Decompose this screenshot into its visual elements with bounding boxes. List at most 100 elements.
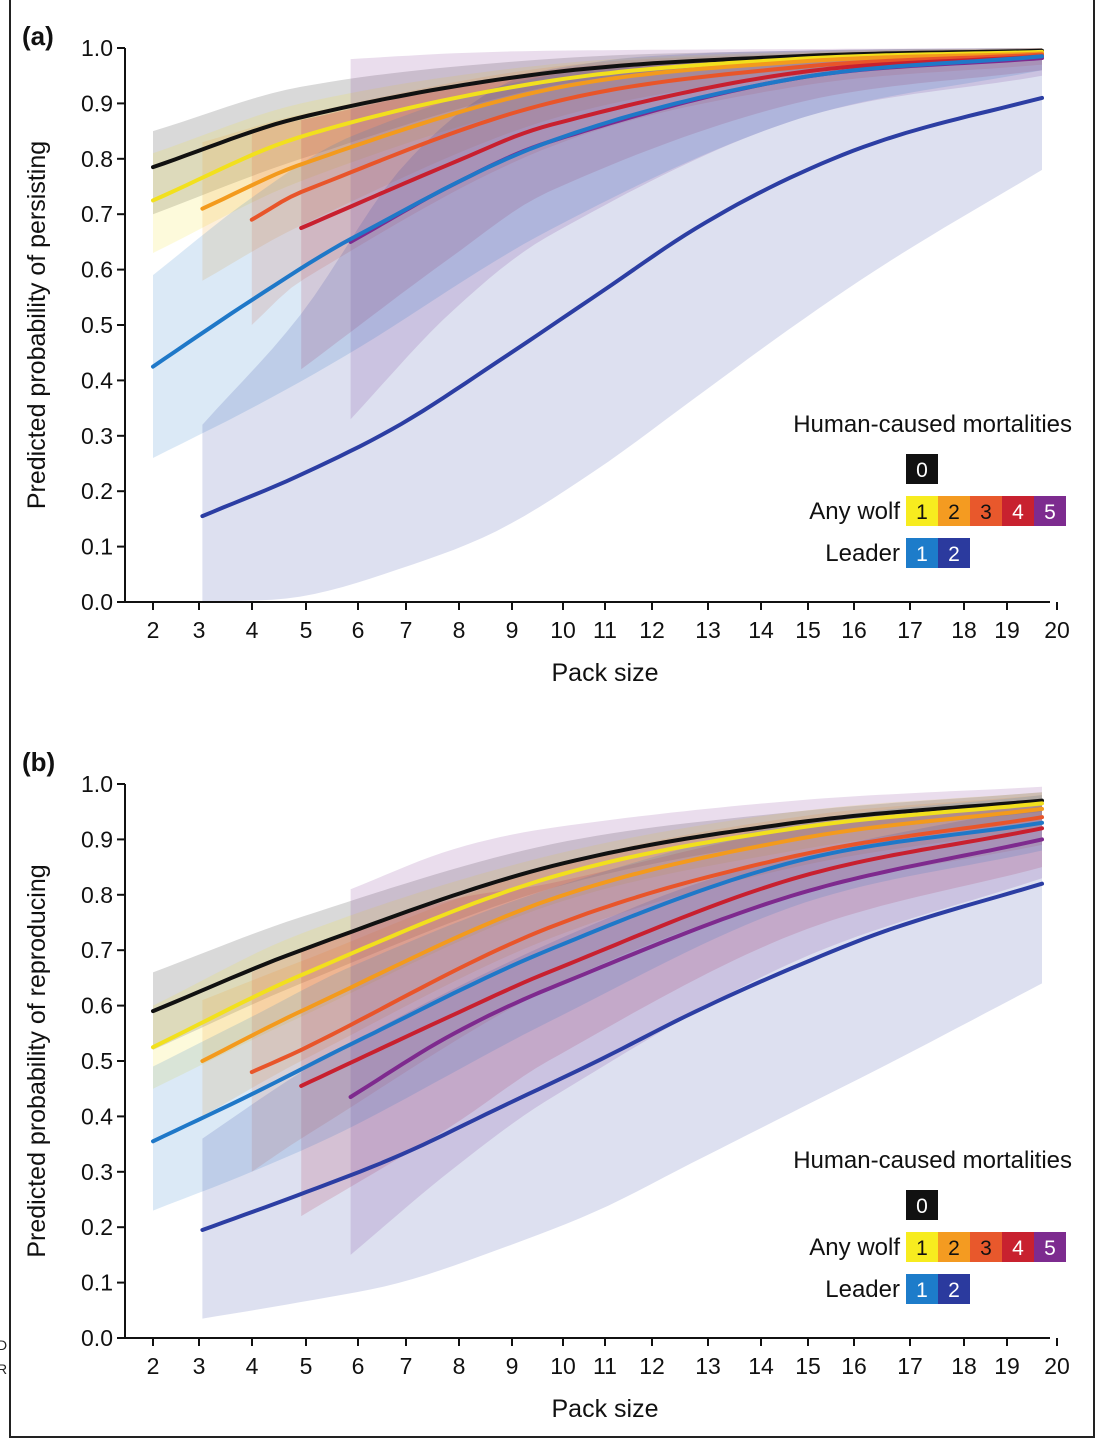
- legend-swatch-label: 1: [916, 1279, 928, 1302]
- x-tick-label: 5: [300, 617, 313, 643]
- series-line-s0: [151, 798, 1044, 1014]
- x-axis-title: Pack size: [552, 1395, 659, 1423]
- x-tick-label: 13: [695, 1353, 721, 1379]
- x-tick-label: 9: [506, 617, 519, 643]
- legend-swatch-s0: [906, 1190, 938, 1220]
- x-tick-label: 10: [550, 1353, 576, 1379]
- legend-title: Human-caused mortalities: [793, 411, 1072, 438]
- y-tick-label: 0.4: [81, 1103, 113, 1129]
- x-tick-label: 11: [593, 617, 617, 643]
- legend: Human-caused mortalities 0 Any wolf 1 2 3 4 5 Le…: [793, 411, 1072, 568]
- x-tick-label: 18: [951, 617, 977, 643]
- series-line-a3: [249, 52, 1044, 222]
- x-tick-label: 8: [453, 617, 466, 643]
- series-line-a2: [200, 806, 1044, 1063]
- x-tick-label: 7: [400, 1353, 413, 1379]
- x-tick-label: 14: [748, 1353, 774, 1379]
- legend-group-label: Leader: [825, 540, 900, 567]
- legend-swatch-label: 0: [916, 1195, 928, 1218]
- legend-title: Human-caused mortalities: [793, 1147, 1072, 1174]
- legend-swatch-a1: [906, 496, 938, 526]
- legend-swatch-a4: [1002, 1232, 1034, 1262]
- y-tick-label: 0.7: [81, 937, 113, 963]
- ci-band-l1: [153, 795, 1042, 1211]
- y-axis-title: Predicted probability of persisting: [23, 141, 51, 509]
- legend-swatch-label: 1: [916, 543, 928, 566]
- chart-panel-b: 0.00.10.20.30.40.50.60.70.80.91.02 3 4 5 6 7 8…: [22, 747, 1072, 1423]
- y-tick-label: 1.0: [81, 35, 113, 61]
- legend-swatch-a2: [938, 496, 970, 526]
- legend-swatch-a2: [938, 1232, 970, 1262]
- y-tick-label: 0.4: [81, 367, 113, 393]
- x-tick-label: 12: [639, 1353, 665, 1379]
- y-tick-label: 0.9: [81, 90, 113, 116]
- legend-swatch-l1: [906, 1274, 938, 1304]
- y-axis-title: Predicted probability of reproducing: [23, 864, 51, 1257]
- legend-group-label: Any wolf: [809, 498, 900, 525]
- x-tick-label: 19: [994, 617, 1020, 643]
- ci-band-l1: [153, 49, 1042, 458]
- cropped-edge-text: D R: [0, 1333, 7, 1381]
- legend-swatch-label: 3: [980, 501, 992, 524]
- ci-band-a3: [251, 49, 1043, 325]
- y-tick-label: 0.8: [81, 882, 113, 908]
- legend-swatch-label: 2: [948, 1279, 960, 1302]
- x-tick-label: 5: [300, 1353, 313, 1379]
- x-tick-label: 4: [246, 1353, 259, 1379]
- y-tick-label: 0.2: [81, 1214, 113, 1240]
- y-tick-label: 0.6: [81, 993, 113, 1019]
- ci-band-a5: [350, 786, 1043, 1255]
- series-line-a1: [151, 801, 1044, 1050]
- series-line-a4: [299, 826, 1044, 1088]
- series-line-a4: [299, 54, 1044, 230]
- y-tick-label: 0.1: [81, 1270, 113, 1296]
- legend-swatch-a3: [970, 1232, 1002, 1262]
- x-tick-label: 3: [193, 1353, 206, 1379]
- x-tick-label: 3: [193, 617, 206, 643]
- y-tick-label: 0.0: [81, 589, 113, 615]
- series-line-a2: [200, 51, 1044, 211]
- x-tick-label: 8: [453, 1353, 466, 1379]
- legend-swatch-a1: [906, 1232, 938, 1262]
- x-tick-label: 20: [1044, 1353, 1070, 1379]
- legend-group-label: Any wolf: [809, 1234, 900, 1261]
- ci-band-a5: [350, 48, 1043, 420]
- series-line-a5: [348, 837, 1044, 1099]
- series-line-l2: [200, 95, 1044, 519]
- y-tick-label: 0.8: [81, 146, 113, 172]
- series-line-l1: [151, 54, 1044, 369]
- legend-swatch-label: 0: [916, 459, 928, 482]
- legend-swatch-s0: [906, 454, 938, 484]
- x-tick-label: 6: [352, 617, 365, 643]
- y-tick-label: 0.3: [81, 1159, 113, 1185]
- legend-swatch-a5: [1034, 1232, 1066, 1262]
- legend-swatch-label: 4: [1012, 501, 1024, 524]
- x-tick-label: 15: [795, 1353, 821, 1379]
- x-tick-label: 14: [748, 617, 774, 643]
- ci-band-s0: [153, 48, 1042, 215]
- y-tick-label: 0.7: [81, 201, 113, 227]
- ci-band-l2: [202, 48, 1042, 602]
- series-line-l2: [200, 881, 1044, 1232]
- panel-label: (a): [22, 21, 54, 51]
- x-tick-label: 9: [506, 1353, 519, 1379]
- chart-panel-a: 0.00.10.20.30.40.50.60.70.80.91.02 3 4 5 6 7 8…: [22, 21, 1072, 687]
- y-tick-label: 0.2: [81, 478, 113, 504]
- legend-swatch-a5: [1034, 496, 1066, 526]
- y-tick-label: 0.9: [81, 826, 113, 852]
- x-tick-label: 19: [994, 1353, 1020, 1379]
- legend-swatch-label: 1: [916, 1237, 928, 1260]
- legend-swatch-l2: [938, 538, 970, 568]
- x-tick-label: 4: [246, 617, 259, 643]
- ci-band-a4: [301, 800, 1042, 1217]
- x-tick-label: 7: [400, 617, 413, 643]
- legend-swatch-a3: [970, 496, 1002, 526]
- x-tick-label: 15: [795, 617, 821, 643]
- y-tick-label: 0.0: [81, 1325, 113, 1351]
- legend-swatch-label: 2: [948, 501, 960, 524]
- y-tick-label: 0.1: [81, 534, 113, 560]
- series-line-a1: [151, 49, 1044, 203]
- x-tick-label: 6: [352, 1353, 365, 1379]
- ci-band-a4: [301, 49, 1042, 370]
